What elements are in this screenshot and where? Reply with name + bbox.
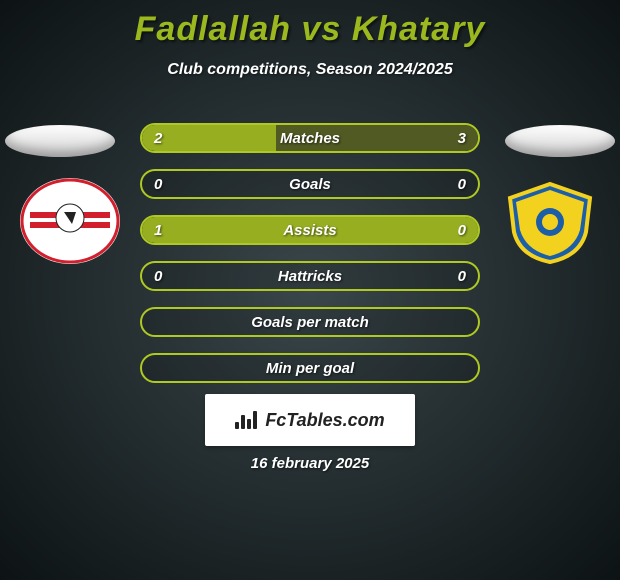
bar-chart-icon	[235, 411, 257, 429]
zamalek-crest-icon	[20, 178, 120, 264]
stat-label: Matches	[140, 123, 480, 153]
stat-row: Goals0 0	[140, 169, 480, 199]
stat-value-right: 3	[444, 123, 480, 153]
stat-value-left: 0	[140, 261, 176, 291]
comparison-infographic: Fadlallah vs Khatary Club competitions, …	[0, 0, 620, 580]
stat-label: Assists	[140, 215, 480, 245]
stat-label: Min per goal	[140, 353, 480, 383]
stat-label: Goals	[140, 169, 480, 199]
stat-row: Assists1 0	[140, 215, 480, 245]
stat-value-right: 0	[444, 169, 480, 199]
stat-row: Goals per match	[140, 307, 480, 337]
stat-value-right: 0	[444, 261, 480, 291]
player-left-silhouette	[5, 125, 115, 157]
stat-row: Matches2 3	[140, 123, 480, 153]
ismaily-crest-icon	[500, 178, 600, 264]
date-label: 16 february 2025	[0, 455, 620, 472]
branding-text: FcTables.com	[265, 410, 384, 431]
club-badge-left	[20, 178, 120, 264]
stat-value-left: 2	[140, 123, 176, 153]
page-subtitle: Club competitions, Season 2024/2025	[0, 61, 620, 79]
stat-bars: Matches23Goals00Assists10Hattricks00Goal…	[140, 123, 480, 399]
club-badge-right	[500, 178, 600, 264]
stat-row: Hattricks0 0	[140, 261, 480, 291]
stat-value-left: 0	[140, 169, 176, 199]
branding-box[interactable]: FcTables.com	[205, 394, 415, 446]
stat-label: Hattricks	[140, 261, 480, 291]
stat-value-right: 0	[444, 215, 480, 245]
page-title: Fadlallah vs Khatary	[0, 0, 620, 49]
stat-label: Goals per match	[140, 307, 480, 337]
player-right-silhouette	[505, 125, 615, 157]
stat-row: Min per goal	[140, 353, 480, 383]
stat-value-left: 1	[140, 215, 176, 245]
